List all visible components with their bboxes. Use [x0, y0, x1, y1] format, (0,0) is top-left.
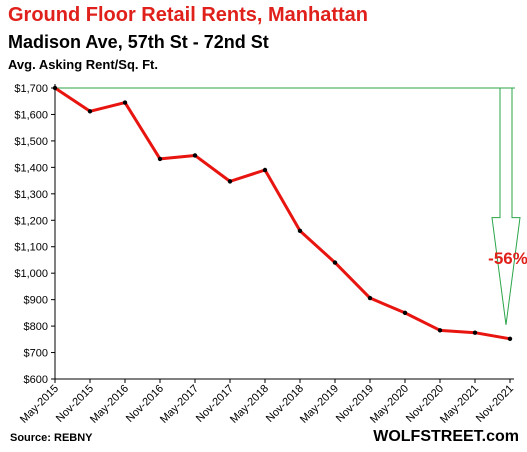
y-tick-label: $1,100	[14, 242, 48, 254]
y-tick-label: $700	[24, 348, 48, 360]
y-tick-label: $900	[24, 295, 48, 307]
y-tick-label: $1,600	[14, 109, 48, 121]
data-point	[367, 295, 373, 301]
data-point	[157, 156, 163, 162]
source-note: Source: REBNY	[10, 432, 93, 444]
y-axis-label: Avg. Asking Rent/Sq. Ft.	[8, 57, 158, 72]
data-point	[297, 228, 303, 234]
chart-title: Ground Floor Retail Rents, Manhattan	[8, 4, 369, 26]
y-tick-label: $600	[24, 374, 48, 386]
data-point	[332, 260, 338, 265]
brand-logo-text: WOLFSTREET.com	[373, 428, 519, 445]
y-tick-label: $1,400	[14, 162, 48, 174]
data-point	[437, 328, 443, 333]
y-tick-label: $1,700	[14, 83, 48, 95]
y-tick-label: $1,300	[14, 189, 48, 201]
x-tick-label: May-2015	[18, 383, 61, 426]
x-tick-label: May-2017	[158, 383, 201, 426]
data-point	[122, 100, 128, 105]
data-point	[262, 167, 268, 173]
y-tick-label: $1,500	[14, 136, 48, 148]
x-tick-label: May-2020	[368, 383, 411, 426]
x-tick-label: May-2016	[88, 383, 131, 426]
x-tick-label: Nov-2021	[474, 383, 516, 425]
data-point	[507, 336, 513, 341]
chart-subtitle: Madison Ave, 57th St - 72nd St	[8, 32, 269, 52]
data-point	[52, 85, 58, 91]
series-line	[54, 86, 511, 341]
data-point	[227, 179, 233, 184]
down-arrow	[491, 88, 521, 325]
data-point	[87, 109, 93, 114]
data-point	[472, 330, 478, 335]
change-annotation: -56%	[488, 249, 527, 268]
x-tick-label: May-2018	[228, 383, 271, 426]
x-tick-label: May-2021	[438, 383, 481, 426]
data-point	[402, 310, 408, 316]
x-tick-label: May-2019	[298, 383, 341, 426]
data-point	[192, 153, 198, 158]
y-tick-label: $1,200	[14, 215, 48, 227]
y-tick-label: $800	[24, 321, 48, 333]
y-tick-label: $1,000	[14, 268, 48, 280]
